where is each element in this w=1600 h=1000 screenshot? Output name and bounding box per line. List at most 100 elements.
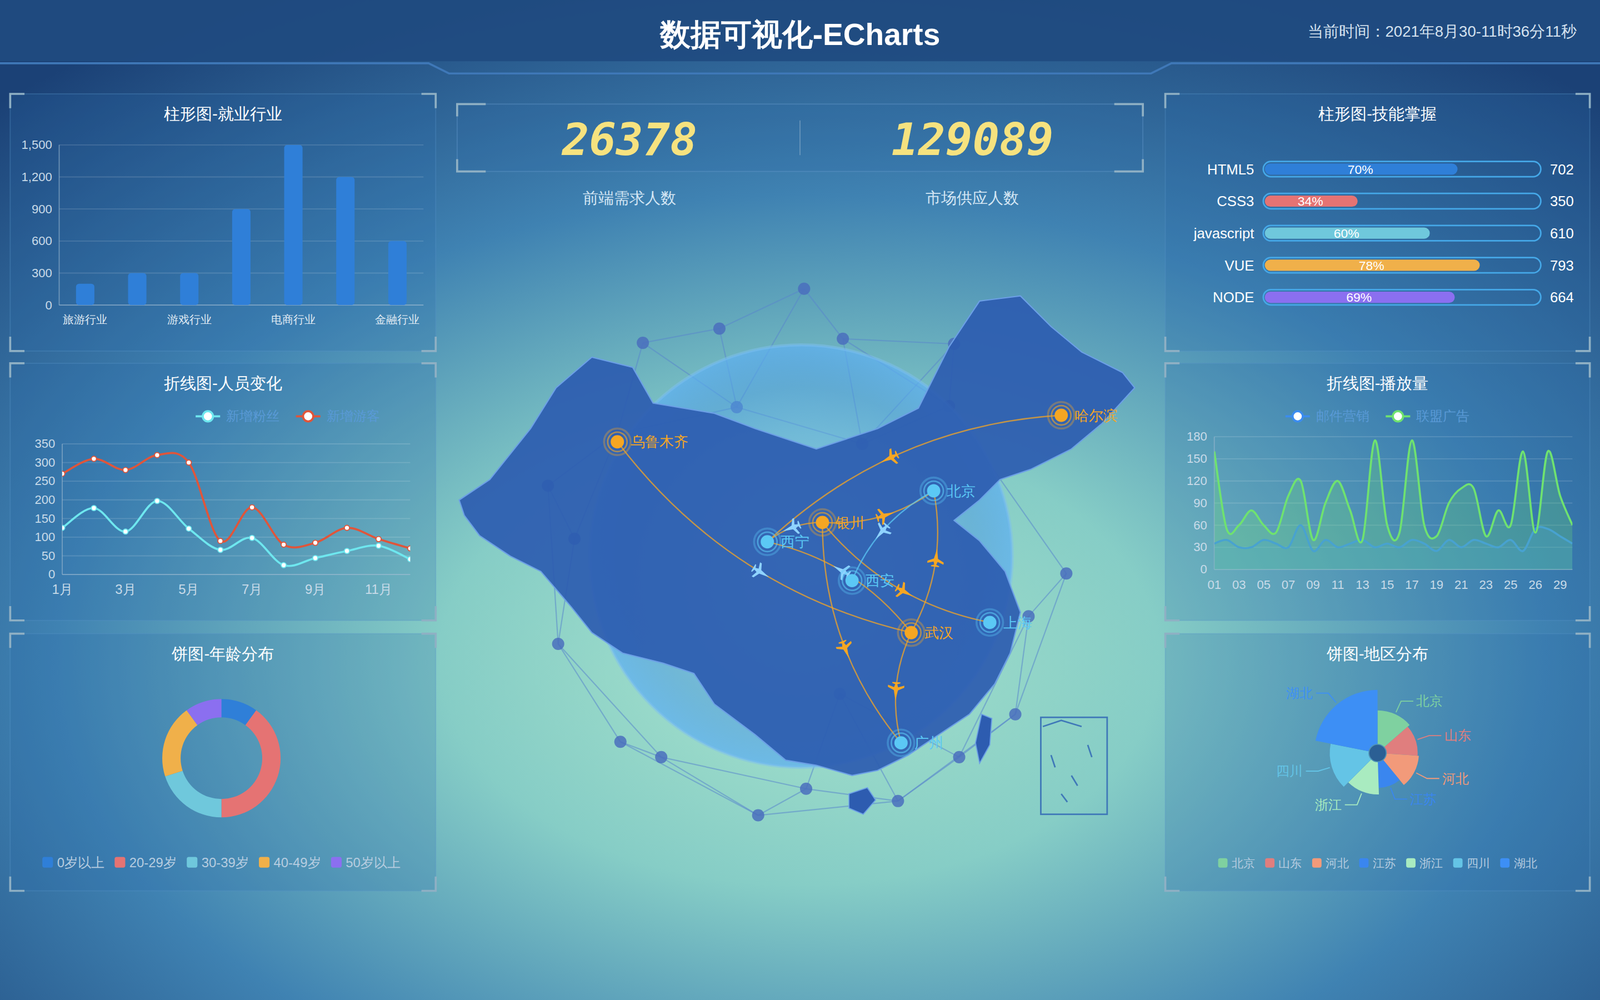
- y-tick-label: 150: [34, 511, 55, 526]
- legend-label: 0岁以上: [57, 855, 105, 870]
- marker: [312, 540, 318, 545]
- inset-box: [1040, 717, 1107, 814]
- bar: [388, 241, 407, 305]
- grid-line: [59, 144, 424, 146]
- network-node: [836, 332, 849, 345]
- network-edge: [758, 801, 899, 816]
- grid-line: [1214, 436, 1573, 438]
- network-edge: [1015, 573, 1067, 714]
- city-ring: [901, 622, 922, 643]
- network-edge: [620, 741, 662, 758]
- city-dot: [904, 626, 918, 640]
- x-tick-label: 25: [1503, 577, 1518, 592]
- y-tick-label: 0: [1200, 562, 1208, 577]
- panel-bg: [10, 93, 436, 352]
- legend: 新增粉丝新增游客: [195, 408, 380, 424]
- data-label: 34%: [1297, 193, 1324, 209]
- x-tick-label: 金融行业: [375, 313, 420, 326]
- route: [822, 522, 990, 623]
- network-node: [636, 336, 649, 349]
- legend-item: 浙江: [1406, 856, 1443, 870]
- network-edge: [558, 643, 621, 742]
- panel-corner: [10, 876, 25, 892]
- line: [62, 501, 410, 567]
- marker: [376, 543, 382, 549]
- slice: [1315, 690, 1378, 752]
- y-tick-label: VUE: [1224, 257, 1254, 274]
- city-dot: [760, 535, 774, 549]
- legend-label: 湖北: [1513, 856, 1538, 870]
- marker: [62, 471, 65, 477]
- kpi-value: 129089: [891, 113, 1054, 166]
- panel-bg: [10, 363, 436, 621]
- city-ring: [603, 428, 631, 455]
- legend-label: 邮件营销: [1316, 408, 1370, 424]
- panel-corner: [10, 93, 25, 109]
- marker: [91, 456, 97, 462]
- plane: [874, 504, 898, 526]
- legend: 北京山东河北江苏浙江四川湖北: [1218, 856, 1538, 870]
- x-tick-label: 05: [1256, 577, 1271, 592]
- panel-corner: [1575, 336, 1590, 352]
- legend-icon: [202, 411, 213, 422]
- marker: [376, 536, 382, 542]
- legend-label: 20-29岁: [129, 855, 177, 870]
- y-tick-label: 150: [1186, 451, 1208, 466]
- panel: 柱形图-技能掌握HTML570%702CSS334%350javascript6…: [1165, 93, 1590, 352]
- y-tick-label: 50: [41, 548, 56, 563]
- city-dot: [815, 515, 829, 529]
- panel-bg: [1165, 363, 1590, 621]
- x-tick-label: 5月: [178, 581, 199, 597]
- x-tick-label: 26: [1528, 577, 1543, 592]
- panel-corner: [421, 363, 437, 378]
- marker: [344, 548, 350, 554]
- y-tick-label: 300: [31, 266, 53, 280]
- legend: 邮件营销联盟广告: [1285, 408, 1470, 424]
- city-ring: [980, 612, 1000, 633]
- slice: [221, 710, 282, 818]
- count-label: 610: [1550, 225, 1574, 242]
- line: [1214, 440, 1573, 543]
- panel-corner: [1575, 876, 1590, 892]
- x-tick-label: 7月: [241, 581, 263, 597]
- kpi-panel: 26378前端需求人数129089市场供应人数: [457, 103, 1143, 207]
- grid-line: [62, 499, 410, 501]
- legend-label: 浙江: [1419, 856, 1443, 870]
- kpi-label: 前端需求人数: [582, 189, 677, 207]
- legend-icon: [186, 857, 198, 868]
- marker: [122, 528, 128, 534]
- x-tick-label: 21: [1454, 577, 1469, 592]
- slice: [162, 710, 198, 777]
- marker: [122, 467, 128, 473]
- grid-line: [62, 536, 410, 538]
- label-line: [1390, 787, 1408, 800]
- city-ring: [897, 619, 925, 647]
- slice-label: 浙江: [1315, 797, 1342, 813]
- x-tick-label: 电商行业: [271, 313, 316, 326]
- city-dot: [983, 615, 997, 629]
- chart-title: 折线图-播放量: [1326, 373, 1429, 393]
- legend-icon: [1392, 411, 1403, 422]
- slice: [186, 698, 222, 725]
- panel-bg: [1165, 93, 1590, 352]
- x-tick-label: 03: [1232, 577, 1247, 592]
- x-tick-label: 3月: [115, 581, 136, 597]
- label-line: [1416, 772, 1440, 779]
- grid-line: [62, 443, 410, 445]
- y-tick-label: 120: [1186, 473, 1208, 488]
- time: 当前时间：2021年8月30-11时36分11秒: [1307, 22, 1577, 40]
- network-edge: [897, 757, 959, 802]
- legend-item: 40-49岁: [258, 855, 321, 870]
- legend-icon: [114, 857, 125, 868]
- legend-icon: [1500, 858, 1510, 868]
- data-label: 78%: [1358, 258, 1385, 273]
- plane: [926, 547, 945, 568]
- city-ring: [923, 481, 944, 501]
- city-ring: [809, 509, 837, 537]
- inset-islands: [1042, 720, 1092, 803]
- network-edge: [642, 328, 720, 343]
- y-tick-label: 0: [48, 567, 55, 582]
- route: [852, 490, 934, 581]
- legend-item: 联盟广告: [1385, 408, 1470, 424]
- city-ring: [920, 477, 948, 505]
